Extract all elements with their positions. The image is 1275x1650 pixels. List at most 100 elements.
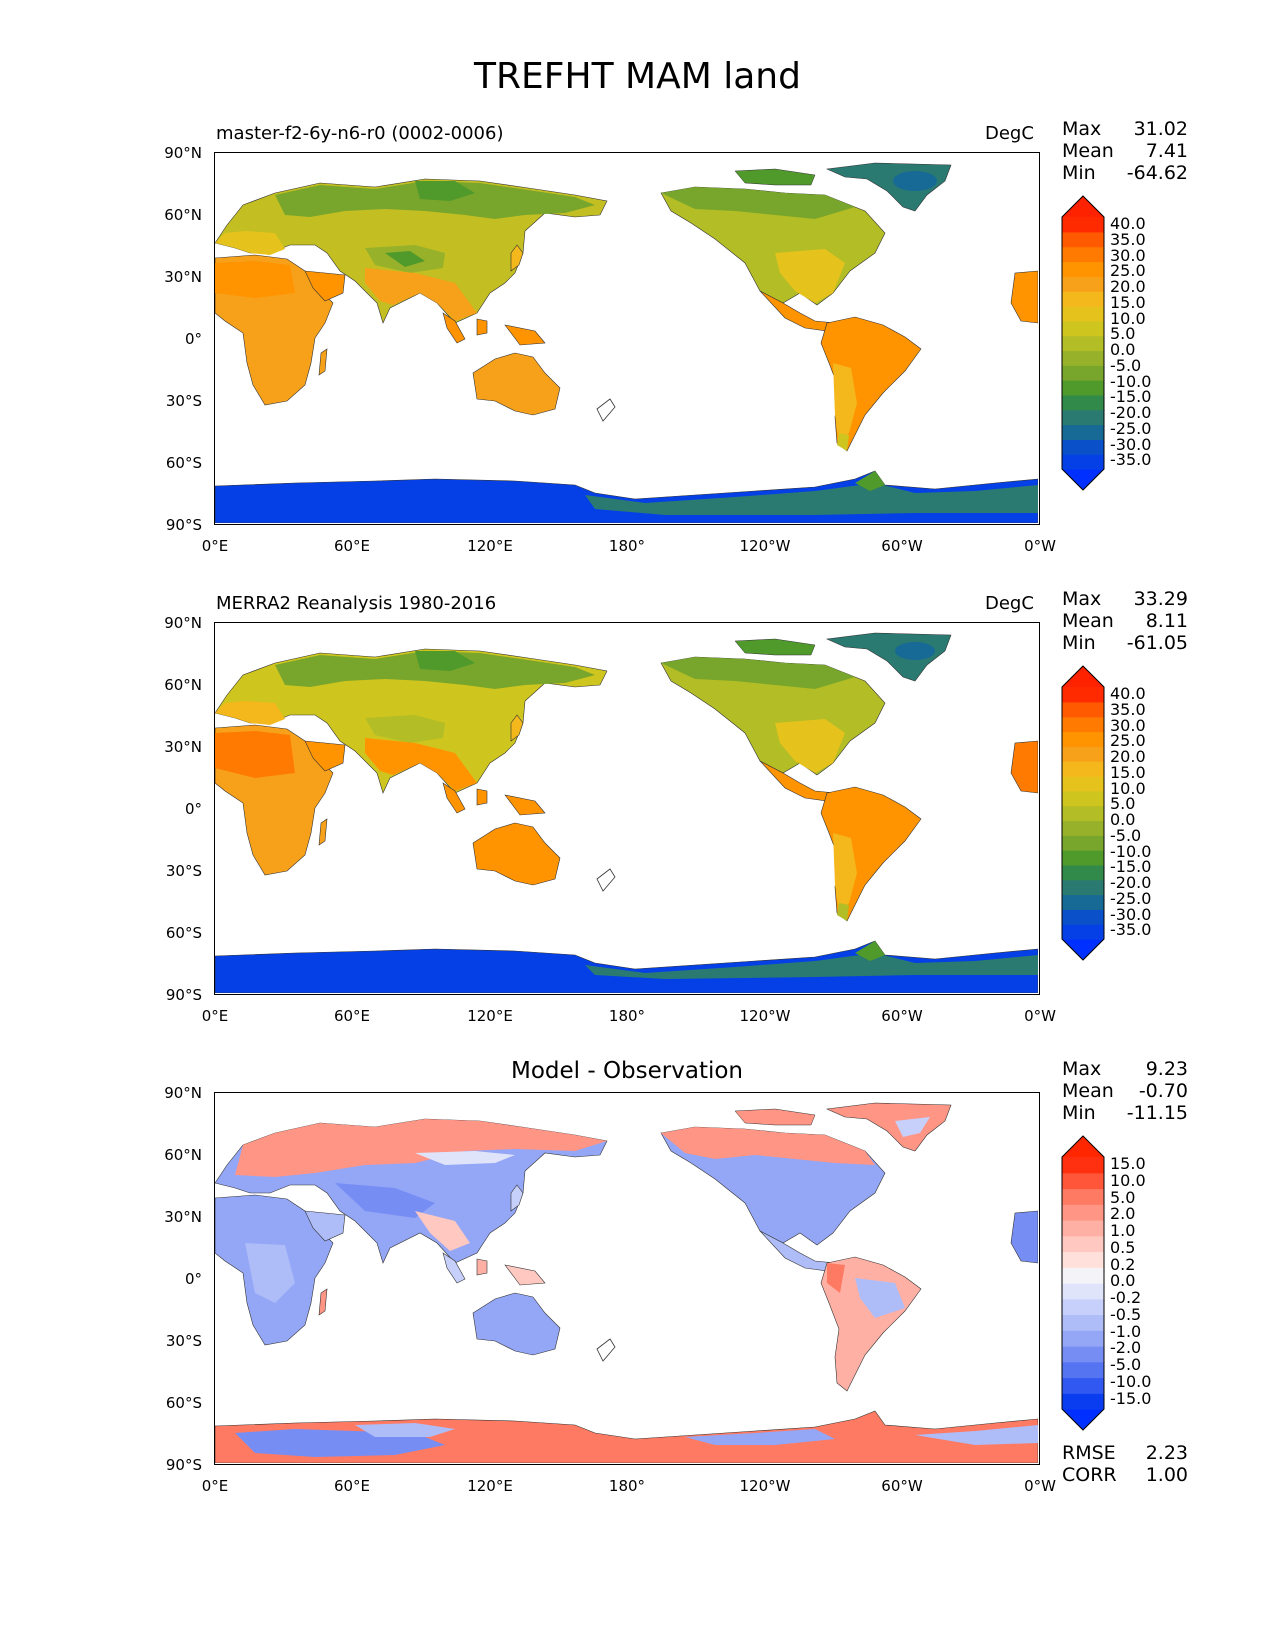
panel1-ytick: 60°N <box>164 206 202 224</box>
colorbar-tick-label: 2.0 <box>1110 1204 1136 1224</box>
colorbar-segment <box>1062 217 1104 233</box>
panel3-colorbar-labels: 15.0 10.0 5.0 2.0 1.0 0.5 0.2 0.0 -0.2 -0.5 -1.0 -2… <box>1110 1155 1152 1407</box>
stat-label: CORR <box>1062 1464 1117 1486</box>
colorbar-tick-label: -0.2 <box>1110 1288 1142 1307</box>
colorbar-over-triangle <box>1062 196 1104 217</box>
colorbar-tick-label: -35.0 <box>1110 450 1152 470</box>
panel2-ytick: 90°N <box>164 614 202 632</box>
colorbar-segment <box>1062 775 1104 792</box>
colorbar-segment <box>1062 335 1104 352</box>
panel2-units-label: DegC <box>985 593 1034 614</box>
panel1-xtick: 180° <box>608 537 646 555</box>
colorbar-segment <box>1062 1377 1104 1394</box>
colorbar-under-triangle <box>1062 469 1104 490</box>
panel1-units-label: DegC <box>985 123 1034 144</box>
stat-label: Mean <box>1062 610 1114 632</box>
panel1-xtick: 0°W <box>1024 537 1056 555</box>
colorbar-over-triangle <box>1062 666 1104 687</box>
panel2-ytick: 60°N <box>164 676 202 694</box>
colorbar-tick-label: 5.0 <box>1110 1187 1136 1207</box>
colorbar-segment <box>1062 909 1104 925</box>
panel3-xtick: 60°E <box>333 1477 371 1495</box>
colorbar-segment <box>1062 1361 1104 1379</box>
panel3-colorbar <box>1061 1135 1105 1431</box>
stat-value: -64.62 <box>1126 162 1188 184</box>
colorbar-tick-label: -30.0 <box>1110 434 1152 454</box>
panel1-ytick: 90°S <box>165 516 202 534</box>
stat-label: Min <box>1062 1102 1096 1124</box>
panel1-ytick: 0° <box>184 330 202 348</box>
antarctica-shape <box>215 940 1038 993</box>
panel1-ytick: 30°S <box>165 392 202 410</box>
colorbar-segment <box>1062 1314 1104 1331</box>
panel1-map <box>214 152 1040 525</box>
colorbar-under-triangle <box>1062 1409 1104 1430</box>
panel2-xtick: 120°W <box>739 1007 791 1025</box>
colorbar-segment <box>1062 1235 1104 1253</box>
panel3-ytick: 90°S <box>165 1456 202 1474</box>
colorbar-tick-label: -15.0 <box>1110 387 1152 407</box>
colorbar-segment <box>1062 439 1104 455</box>
colorbar-tick-label: 1.0 <box>1110 1221 1136 1240</box>
panel1-ytick: 60°S <box>165 454 202 472</box>
panel1-xtick: 0°E <box>201 537 229 555</box>
panel3-bottom-stats: RMSE 2.23 CORR 1.00 <box>1062 1442 1188 1486</box>
stat-label: Max <box>1062 588 1102 610</box>
colorbar-segment <box>1062 1188 1104 1205</box>
panel3-ytick: 30°S <box>165 1332 202 1350</box>
colorbar-segment <box>1062 1330 1104 1347</box>
panel1-xtick: 60°E <box>333 537 371 555</box>
colorbar-tick-label: 0.0 <box>1110 340 1136 359</box>
panel2-xtick: 120°E <box>467 1007 513 1025</box>
stat-label: Min <box>1062 632 1096 654</box>
stat-value: 8.11 <box>1145 610 1188 632</box>
colorbar-tick-label: -10.0 <box>1110 1371 1152 1391</box>
colorbar-segment <box>1062 864 1104 881</box>
panel2-ytick: 30°S <box>165 862 202 880</box>
panel2-xtick: 0°E <box>201 1007 229 1025</box>
colorbar-tick-label: 25.0 <box>1110 731 1146 751</box>
colorbar-tick-label: -10.0 <box>1110 371 1152 391</box>
colorbar-tick-label: -2.0 <box>1110 1338 1142 1358</box>
stat-label: Max <box>1062 1058 1102 1080</box>
colorbar-segment <box>1062 1346 1104 1363</box>
colorbar-tick-label: -15.0 <box>1110 857 1152 877</box>
colorbar-segment <box>1062 1204 1104 1221</box>
colorbar-tick-label: -35.0 <box>1110 920 1152 940</box>
panel3-map <box>214 1092 1040 1465</box>
colorbar-segment <box>1062 261 1104 277</box>
australia-shape <box>472 822 561 886</box>
colorbar-tick-label: -0.5 <box>1110 1304 1142 1324</box>
colorbar-tick-label: -5.0 <box>1110 1355 1142 1374</box>
colorbar-tick-label: 30.0 <box>1110 715 1146 735</box>
colorbar-segment <box>1062 746 1104 762</box>
stat-value: 7.41 <box>1145 140 1188 162</box>
colorbar-segment <box>1062 424 1104 440</box>
stat-label: Max <box>1062 118 1102 140</box>
panel2-map <box>214 622 1040 995</box>
panel2-ytick: 60°S <box>165 924 202 942</box>
stat-value: -0.70 <box>1138 1080 1188 1102</box>
colorbar-segment <box>1062 1283 1104 1300</box>
colorbar-outline <box>1061 665 1105 961</box>
colorbar-segment <box>1062 231 1104 248</box>
colorbar-segment <box>1062 761 1104 777</box>
colorbar-segment <box>1062 835 1104 851</box>
colorbar-tick-label: 10.0 <box>1110 778 1146 798</box>
colorbar-tick-label: 10.0 <box>1110 308 1146 328</box>
stat-label: Mean <box>1062 140 1114 162</box>
panel3-xtick: 0°W <box>1024 1477 1056 1495</box>
australia-shape <box>472 1292 561 1356</box>
panel1-xtick: 60°W <box>881 537 923 555</box>
colorbar-tick-label: -20.0 <box>1110 403 1152 422</box>
colorbar-segment <box>1062 924 1104 940</box>
panel1-left-label: master-f2-6y-n6-r0 (0002-0006) <box>216 123 504 144</box>
colorbar-tick-label: 0.5 <box>1110 1237 1136 1257</box>
colorbar-tick-label: 20.0 <box>1110 747 1146 766</box>
panel2-colorbar <box>1061 665 1105 961</box>
colorbar-segment <box>1062 687 1104 703</box>
colorbar-segment <box>1062 1267 1104 1284</box>
panel3-center-label: Model - Observation <box>510 1058 744 1084</box>
colorbar-tick-label: -30.0 <box>1110 904 1152 924</box>
panel2-stats: Max 33.29 Mean 8.11 Min -61.05 <box>1062 588 1188 654</box>
